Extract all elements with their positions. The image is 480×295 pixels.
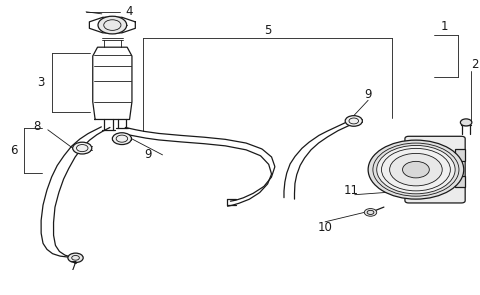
Circle shape: [98, 16, 127, 34]
Circle shape: [68, 253, 83, 263]
Circle shape: [72, 142, 92, 154]
Text: 10: 10: [318, 221, 333, 234]
Text: 2: 2: [471, 58, 479, 71]
Text: 6: 6: [11, 144, 18, 157]
Text: 9: 9: [364, 88, 372, 101]
Text: 8: 8: [33, 120, 41, 133]
Circle shape: [390, 153, 442, 186]
Text: 7: 7: [71, 260, 78, 273]
Circle shape: [112, 133, 132, 145]
Text: 9: 9: [144, 148, 152, 161]
Circle shape: [403, 161, 429, 178]
Text: 4: 4: [125, 5, 133, 18]
Circle shape: [364, 209, 377, 216]
Circle shape: [460, 119, 472, 126]
Circle shape: [345, 116, 362, 126]
Circle shape: [377, 145, 455, 194]
Bar: [455, 149, 465, 161]
Text: 1: 1: [441, 20, 448, 33]
Text: 5: 5: [264, 24, 271, 37]
Text: 3: 3: [37, 76, 44, 89]
Text: 11: 11: [344, 184, 359, 197]
Circle shape: [368, 140, 464, 199]
Bar: [455, 176, 465, 187]
FancyBboxPatch shape: [405, 136, 465, 203]
